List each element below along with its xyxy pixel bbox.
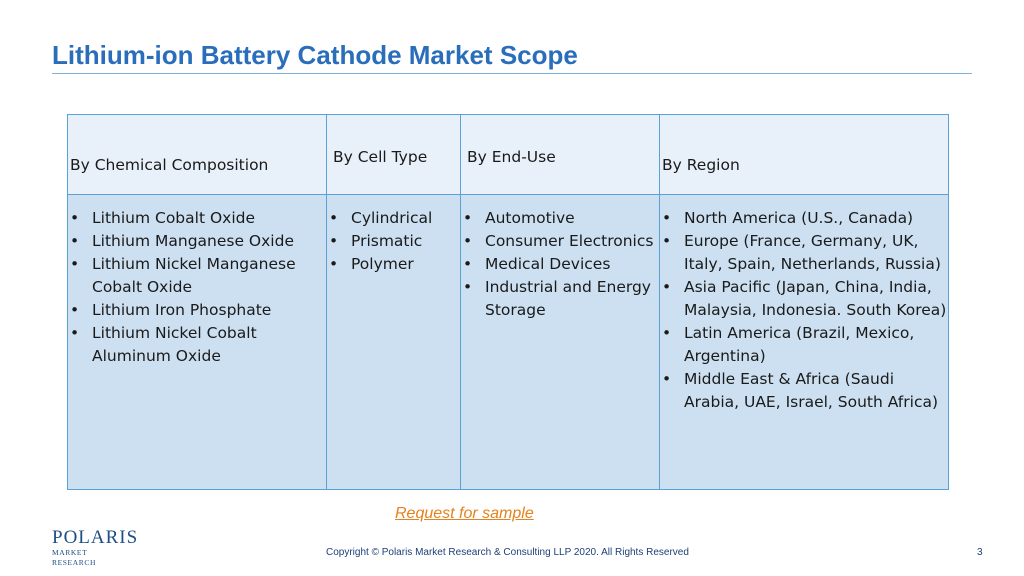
- list-item: Lithium Cobalt Oxide: [68, 207, 326, 230]
- header-cell-region: By Region: [659, 114, 949, 195]
- header-cell-chemical: By Chemical Composition: [67, 114, 327, 195]
- bullet-list: Lithium Cobalt Oxide Lithium Manganese O…: [68, 195, 326, 368]
- list-item: Lithium Manganese Oxide: [68, 230, 326, 253]
- list-item: Polymer: [327, 253, 460, 276]
- bullet-list: Cylindrical Prismatic Polymer: [327, 195, 460, 276]
- list-item: Industrial and Energy Storage: [461, 276, 659, 322]
- bullet-list: North America (U.S., Canada) Europe (Fra…: [660, 195, 948, 414]
- items-cell-cell-type: Cylindrical Prismatic Polymer: [326, 194, 461, 490]
- items-cell-end-use: Automotive Consumer Electronics Medical …: [460, 194, 660, 490]
- copyright-text: Copyright © Polaris Market Research & Co…: [326, 547, 689, 558]
- list-item: Consumer Electronics: [461, 230, 659, 253]
- list-item: Prismatic: [327, 230, 460, 253]
- logo-tagline: MARKET RESEARCH: [52, 548, 96, 567]
- list-item: Lithium Iron Phosphate: [68, 299, 326, 322]
- header-cell-end-use: By End-Use: [460, 114, 660, 195]
- list-item: Asia Pacific (Japan, China, India, Malay…: [660, 276, 948, 322]
- column-header: By Cell Type: [333, 148, 428, 166]
- items-cell-chemical: Lithium Cobalt Oxide Lithium Manganese O…: [67, 194, 327, 490]
- header-row: By Chemical Composition By Cell Type By …: [67, 114, 949, 195]
- list-item: Europe (France, Germany, UK, Italy, Spai…: [660, 230, 948, 276]
- header-cell-cell-type: By Cell Type: [326, 114, 461, 195]
- bullet-list: Automotive Consumer Electronics Medical …: [461, 195, 659, 322]
- list-item: Lithium Nickel Cobalt Aluminum Oxide: [68, 322, 326, 368]
- items-cell-region: North America (U.S., Canada) Europe (Fra…: [659, 194, 949, 490]
- title-divider: [52, 73, 972, 74]
- items-row: Lithium Cobalt Oxide Lithium Manganese O…: [67, 194, 949, 490]
- column-header: By End-Use: [467, 148, 556, 166]
- column-header: By Chemical Composition: [70, 156, 269, 174]
- column-header: By Region: [662, 156, 740, 174]
- slide-title: Lithium-ion Battery Cathode Market Scope: [52, 40, 578, 70]
- page-number: 3: [977, 547, 983, 558]
- list-item: Automotive: [461, 207, 659, 230]
- list-item: Medical Devices: [461, 253, 659, 276]
- list-item: Lithium Nickel Manganese Cobalt Oxide: [68, 253, 326, 299]
- list-item: Latin America (Brazil, Mexico, Argentina…: [660, 322, 948, 368]
- market-scope-table: By Chemical Composition By Cell Type By …: [67, 114, 949, 490]
- list-item: Middle East & Africa (Saudi Arabia, UAE,…: [660, 368, 948, 414]
- request-sample-link[interactable]: Request for sample: [395, 505, 534, 522]
- polaris-logo: POLARIS MARKET RESEARCH: [52, 527, 139, 568]
- list-item: Cylindrical: [327, 207, 460, 230]
- list-item: North America (U.S., Canada): [660, 207, 948, 230]
- logo-wordmark: POLARIS: [52, 527, 139, 548]
